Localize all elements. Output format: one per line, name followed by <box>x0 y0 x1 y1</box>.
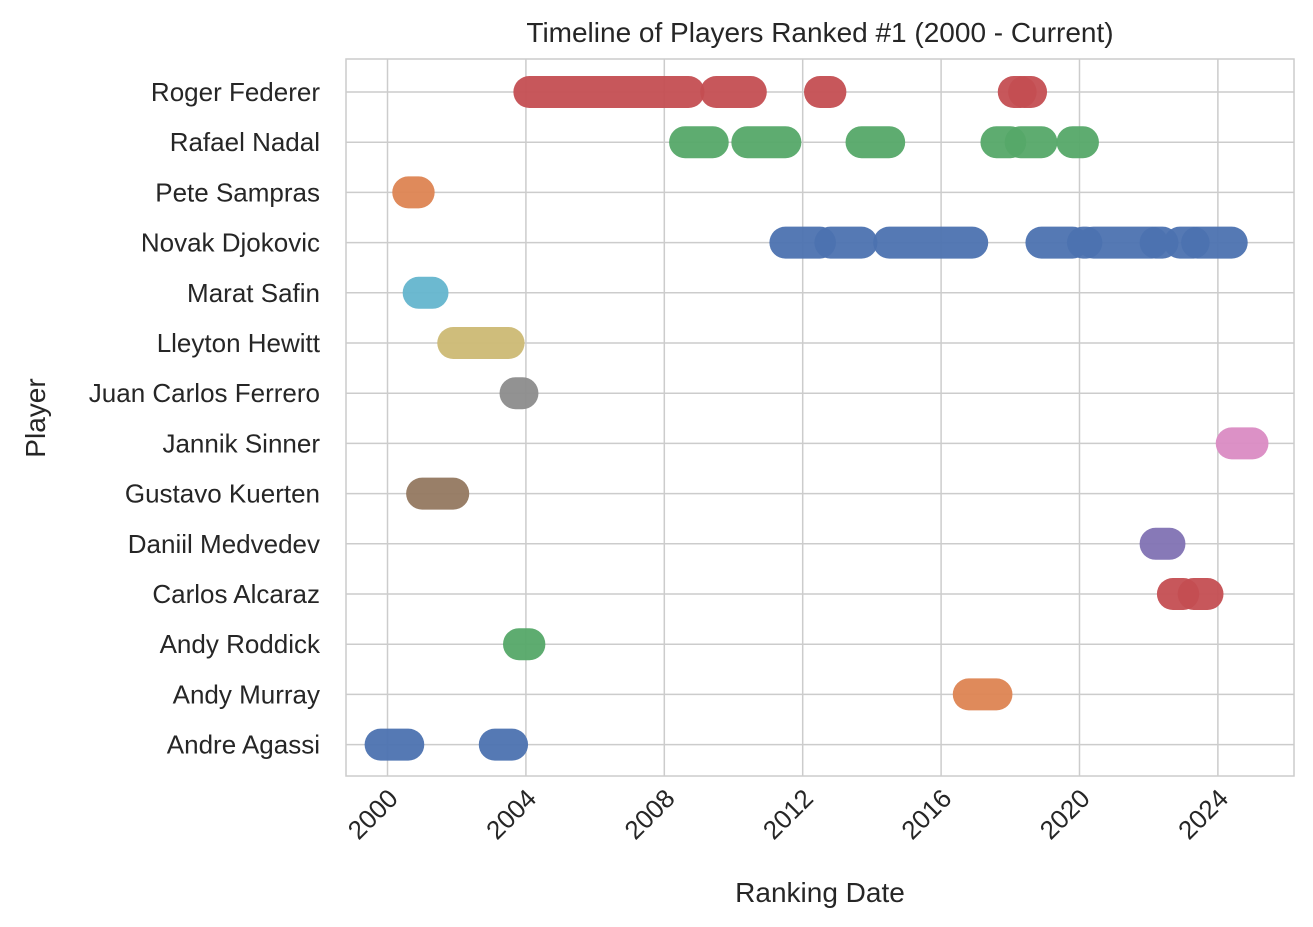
chart-title: Timeline of Players Ranked #1 (2000 - Cu… <box>526 17 1113 48</box>
x-tick-label: 2000 <box>342 783 404 845</box>
y-axis-label: Player <box>20 378 51 457</box>
x-tick-label: 2012 <box>757 783 819 845</box>
timeline-bars <box>364 76 1269 761</box>
x-tick-label: 2024 <box>1172 783 1234 845</box>
x-tick-label: 2004 <box>480 783 542 845</box>
y-tick-label: Jannik Sinner <box>162 428 320 458</box>
y-tick-label: Pete Sampras <box>155 177 320 207</box>
y-tick-label: Roger Federer <box>151 77 320 107</box>
grid-lines <box>346 59 1294 776</box>
x-tick-label: 2008 <box>618 783 680 845</box>
y-tick-label: Rafael Nadal <box>170 127 320 157</box>
x-axis-label: Ranking Date <box>735 877 905 908</box>
y-tick-label: Daniil Medvedev <box>128 529 320 559</box>
y-tick-label: Carlos Alcaraz <box>152 579 320 609</box>
y-tick-label: Marat Safin <box>187 278 320 308</box>
x-tick-label: 2020 <box>1034 783 1096 845</box>
y-tick-labels: Roger Federer Rafael Nadal Pete Sampras Nov… <box>89 77 321 760</box>
y-tick-label: Andy Murray <box>173 679 320 709</box>
x-tick-label: 2016 <box>895 783 957 845</box>
y-tick-label: Lleyton Hewitt <box>157 328 321 358</box>
y-tick-label: Juan Carlos Ferrero <box>89 378 320 408</box>
x-tick-labels: 2000 2004 2008 2012 2016 2020 2024 <box>342 783 1234 845</box>
y-tick-label: Andy Roddick <box>160 629 321 659</box>
y-tick-label: Novak Djokovic <box>141 228 320 258</box>
plot-frame <box>345 58 1295 777</box>
y-tick-label: Gustavo Kuerten <box>125 479 320 509</box>
y-tick-label: Andre Agassi <box>167 730 320 760</box>
